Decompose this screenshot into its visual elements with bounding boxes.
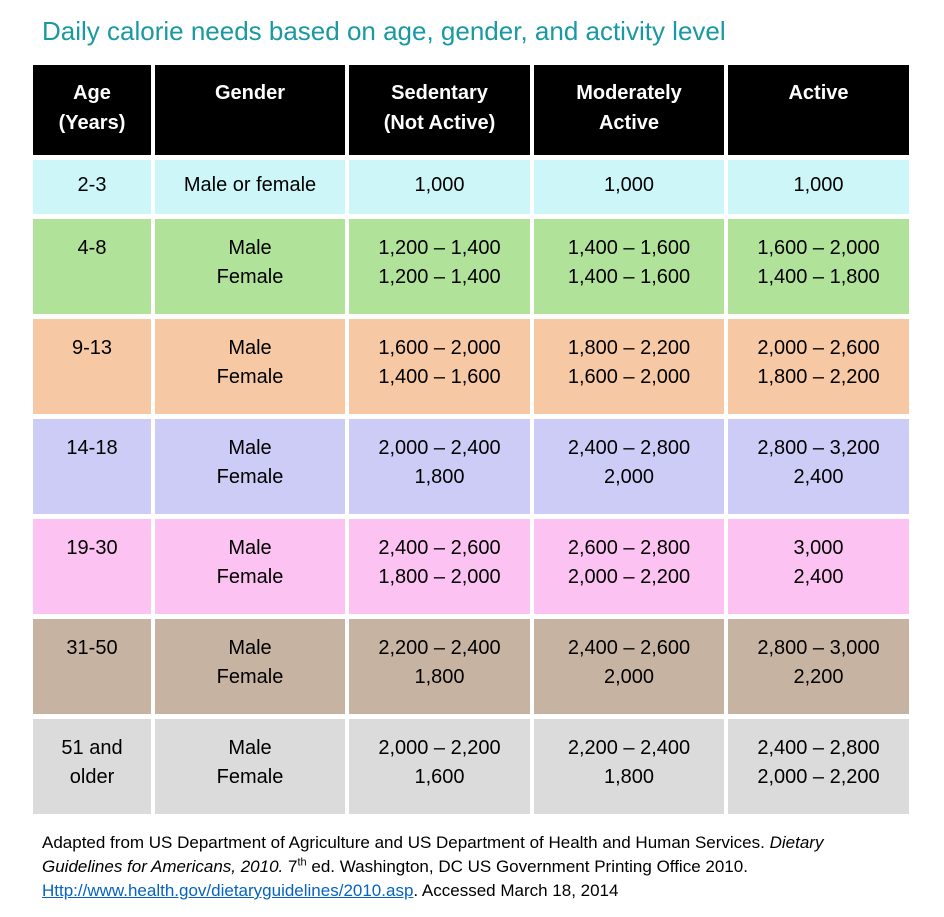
header-cell-sedentary: Sedentary (Not Active) (349, 65, 530, 155)
table-cell: 19-30 (33, 519, 151, 614)
table-cell: 2,400 – 2,600 2,000 (534, 619, 724, 714)
table-cell: Male Female (155, 219, 345, 314)
table-cell: 1,600 – 2,000 1,400 – 1,800 (728, 219, 909, 314)
table-row-age-14-18: 14-18 Male Female 2,000 – 2,400 1,800 2,… (33, 419, 909, 514)
table-row-age-9-13: 9-13 Male Female 1,600 – 2,000 1,400 – 1… (33, 319, 909, 414)
table-cell: 2-3 (33, 160, 151, 214)
table-cell: Male or female (155, 160, 345, 214)
table-cell: 31-50 (33, 619, 151, 714)
header-cell-age: Age (Years) (33, 65, 151, 155)
table-cell: 9-13 (33, 319, 151, 414)
table-row-age-51-older: 51 and older Male Female 2,000 – 2,200 1… (33, 719, 909, 814)
table-cell: 2,000 – 2,200 1,600 (349, 719, 530, 814)
table-cell: 2,400 – 2,800 2,000 (534, 419, 724, 514)
table-row-age-2-3: 2-3 Male or female 1,000 1,000 1,000 (33, 160, 909, 214)
header-row: Age (Years) Gender Sedentary (Not Active… (33, 65, 909, 155)
table-cell: 2,000 – 2,400 1,800 (349, 419, 530, 514)
table-cell: 2,200 – 2,400 1,800 (534, 719, 724, 814)
table-cell: 3,000 2,400 (728, 519, 909, 614)
table-cell: Male Female (155, 419, 345, 514)
table-cell: 2,600 – 2,800 2,000 – 2,200 (534, 519, 724, 614)
table-cell: 2,200 – 2,400 1,800 (349, 619, 530, 714)
table-body: 2-3 Male or female 1,000 1,000 1,000 4-8… (33, 160, 909, 814)
citation-publisher: ed. Washington, DC US Government Printin… (306, 857, 748, 876)
table-cell: 1,000 (349, 160, 530, 214)
table-row-age-19-30: 19-30 Male Female 2,400 – 2,600 1,800 – … (33, 519, 909, 614)
page-title: Daily calorie needs based on age, gender… (42, 16, 726, 46)
table-row-age-4-8: 4-8 Male Female 1,200 – 1,400 1,200 – 1,… (33, 219, 909, 314)
header-cell-gender: Gender (155, 65, 345, 155)
citation-italic-title: Dietary Guidelines for Americans, 2010. (42, 833, 824, 876)
table-cell: 1,400 – 1,600 1,400 – 1,600 (534, 219, 724, 314)
table-cell: 1,000 (534, 160, 724, 214)
table-cell: Male Female (155, 319, 345, 414)
table-cell: 2,000 – 2,600 1,800 – 2,200 (728, 319, 909, 414)
table-cell: Male Female (155, 519, 345, 614)
table-cell: 1,800 – 2,200 1,600 – 2,000 (534, 319, 724, 414)
table-cell: 1,200 – 1,400 1,200 – 1,400 (349, 219, 530, 314)
citation-superscript: th (297, 856, 307, 869)
table-cell: 4-8 (33, 219, 151, 314)
table-cell: 2,800 – 3,200 2,400 (728, 419, 909, 514)
table-cell: Male Female (155, 719, 345, 814)
table-cell: 14-18 (33, 419, 151, 514)
source-url-link[interactable]: Http://www.health.gov/dietaryguidelines/… (42, 881, 414, 900)
header-cell-moderately-active: Moderately Active (534, 65, 724, 155)
table-cell: 51 and older (33, 719, 151, 814)
table-row-age-31-50: 31-50 Male Female 2,200 – 2,400 1,800 2,… (33, 619, 909, 714)
citation-text: Adapted from US Department of Agricultur… (42, 833, 770, 852)
citation-edition: 7 (283, 857, 298, 876)
table-cell: 1,000 (728, 160, 909, 214)
calorie-table: Age (Years) Gender Sedentary (Not Active… (29, 60, 913, 819)
table-cell: 1,600 – 2,000 1,400 – 1,600 (349, 319, 530, 414)
citation-accessed: . Accessed March 18, 2014 (413, 881, 619, 900)
table-cell: 2,400 – 2,800 2,000 – 2,200 (728, 719, 909, 814)
table-cell: Male Female (155, 619, 345, 714)
source-citation: Adapted from US Department of Agricultur… (42, 831, 902, 903)
table-cell: 2,800 – 3,000 2,200 (728, 619, 909, 714)
table-header: Age (Years) Gender Sedentary (Not Active… (33, 65, 909, 155)
header-cell-active: Active (728, 65, 909, 155)
table-cell: 2,400 – 2,600 1,800 – 2,000 (349, 519, 530, 614)
